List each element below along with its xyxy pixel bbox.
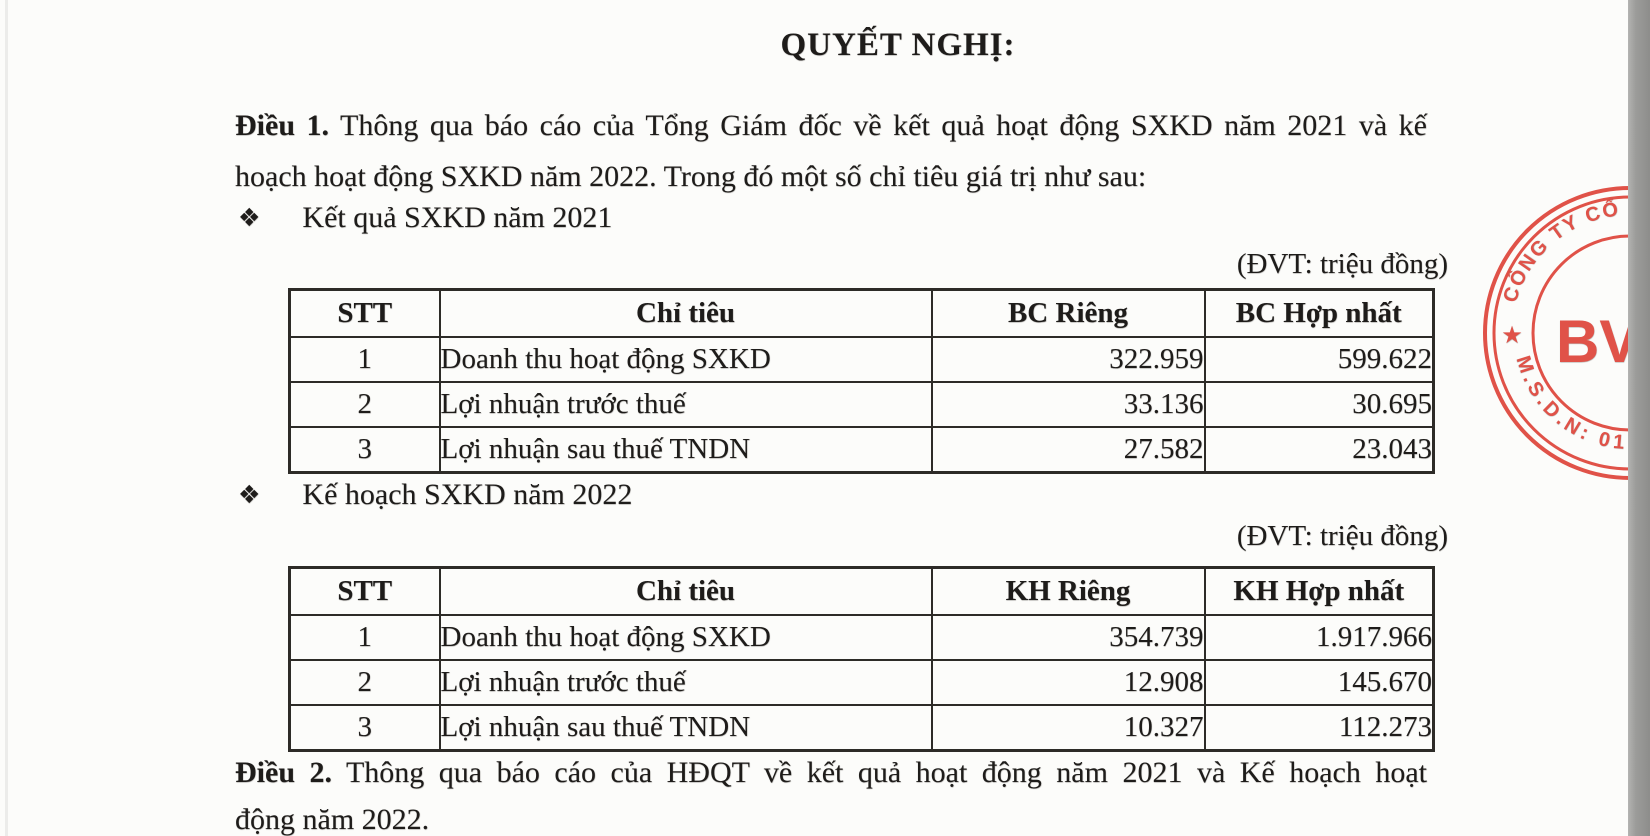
column-header-consolidated: KH Hợp nhất bbox=[1203, 566, 1435, 616]
column-header-separate: KH Riêng bbox=[930, 566, 1206, 616]
table-row: 3 Lợi nhuận sau thuế TNDN 10.327 112.273 bbox=[288, 704, 1435, 752]
table-header-row: STT Chỉ tiêu BC Riêng BC Hợp nhất bbox=[288, 288, 1435, 338]
stt-cell: 1 bbox=[288, 336, 441, 383]
scan-right-edge-band bbox=[1628, 0, 1650, 836]
star-icon: ★ bbox=[1501, 321, 1523, 349]
diamond-bullet-icon: ❖ bbox=[238, 203, 261, 232]
value-cell: 599.622 bbox=[1203, 336, 1435, 383]
value-cell: 145.670 bbox=[1203, 659, 1435, 706]
article-1-label: Điều 1. bbox=[235, 109, 330, 142]
stt-cell: 2 bbox=[288, 381, 441, 428]
column-header-item: Chỉ tiêu bbox=[438, 288, 933, 338]
item-cell: Lợi nhuận trước thuế bbox=[438, 381, 933, 428]
table-row: 2 Lợi nhuận trước thuế 33.136 30.695 bbox=[288, 381, 1435, 428]
article-1-line-1: Điều 1. Thông qua báo cáo của Tổng Giám … bbox=[235, 109, 1428, 142]
table-header-row: STT Chỉ tiêu KH Riêng KH Hợp nhất bbox=[288, 566, 1435, 616]
value-cell: 23.043 bbox=[1203, 426, 1435, 474]
value-cell: 10.327 bbox=[930, 704, 1206, 752]
article-1-paragraph: Điều 1. Thông qua báo cáo của Tổng Giám … bbox=[235, 100, 1427, 202]
item-cell: Lợi nhuận sau thuế TNDN bbox=[438, 704, 933, 752]
article-2-line-1: Điều 2. Thông qua báo cáo của HĐQT về kế… bbox=[235, 756, 1427, 789]
value-cell: 27.582 bbox=[930, 426, 1206, 474]
diamond-bullet-icon: ❖ bbox=[238, 480, 261, 509]
item-cell: Doanh thu hoạt động SXKD bbox=[438, 336, 933, 383]
table-row: 2 Lợi nhuận trước thuế 12.908 145.670 bbox=[288, 659, 1435, 706]
column-header-stt: STT bbox=[288, 566, 441, 616]
document-title: QUYẾT NGHỊ: bbox=[780, 27, 1016, 63]
company-seal-stamp: CÔNG TY CỔ P M.S.D.N: 01 ★ BVI bbox=[1483, 186, 1650, 480]
article-2-line-2: động năm 2022. bbox=[235, 803, 430, 836]
column-header-separate: BC Riêng bbox=[930, 288, 1206, 338]
stt-cell: 3 bbox=[288, 426, 441, 474]
plan-2022-bullet: ❖ Kế hoạch SXKD năm 2022 bbox=[238, 473, 632, 517]
article-1-line-2: hoạch hoạt động SXKD năm 2022. Trong đó … bbox=[235, 160, 1147, 193]
item-cell: Lợi nhuận sau thuế TNDN bbox=[438, 426, 933, 474]
item-cell: Lợi nhuận trước thuế bbox=[438, 659, 933, 706]
plan-table-2022: STT Chỉ tiêu KH Riêng KH Hợp nhất 1 Doan… bbox=[288, 566, 1435, 752]
value-cell: 12.908 bbox=[930, 659, 1206, 706]
value-cell: 112.273 bbox=[1203, 704, 1435, 752]
stt-cell: 2 bbox=[288, 659, 441, 706]
stt-cell: 3 bbox=[288, 704, 441, 752]
table-row: 1 Doanh thu hoạt động SXKD 322.959 599.6… bbox=[288, 336, 1435, 383]
unit-note-2022: (ĐVT: triệu đồng) bbox=[1236, 520, 1448, 552]
value-cell: 354.739 bbox=[930, 614, 1206, 661]
unit-note-2021: (ĐVT: triệu đồng) bbox=[1236, 248, 1448, 280]
stt-cell: 1 bbox=[288, 614, 441, 661]
article-2-label: Điều 2. bbox=[235, 756, 332, 789]
table-row: 1 Doanh thu hoạt động SXKD 354.739 1.917… bbox=[288, 614, 1435, 661]
scan-left-edge bbox=[5, 0, 8, 836]
value-cell: 1.917.966 bbox=[1203, 614, 1435, 661]
value-cell: 322.959 bbox=[930, 336, 1206, 383]
value-cell: 33.136 bbox=[930, 381, 1206, 428]
item-cell: Doanh thu hoạt động SXKD bbox=[438, 614, 933, 661]
bullet-label: Kế hoạch SXKD năm 2022 bbox=[302, 478, 633, 511]
results-table-2021: STT Chỉ tiêu BC Riêng BC Hợp nhất 1 Doan… bbox=[288, 288, 1435, 474]
column-header-stt: STT bbox=[288, 288, 441, 338]
article-2-paragraph: Điều 2. Thông qua báo cáo của HĐQT về kế… bbox=[235, 749, 1427, 836]
bullet-label: Kết quả SXKD năm 2021 bbox=[302, 201, 613, 234]
table-row: 3 Lợi nhuận sau thuế TNDN 27.582 23.043 bbox=[288, 426, 1435, 474]
results-2021-bullet: ❖ Kết quả SXKD năm 2021 bbox=[238, 196, 612, 240]
value-cell: 30.695 bbox=[1203, 381, 1435, 428]
column-header-item: Chỉ tiêu bbox=[438, 566, 933, 616]
column-header-consolidated: BC Hợp nhất bbox=[1203, 288, 1435, 338]
